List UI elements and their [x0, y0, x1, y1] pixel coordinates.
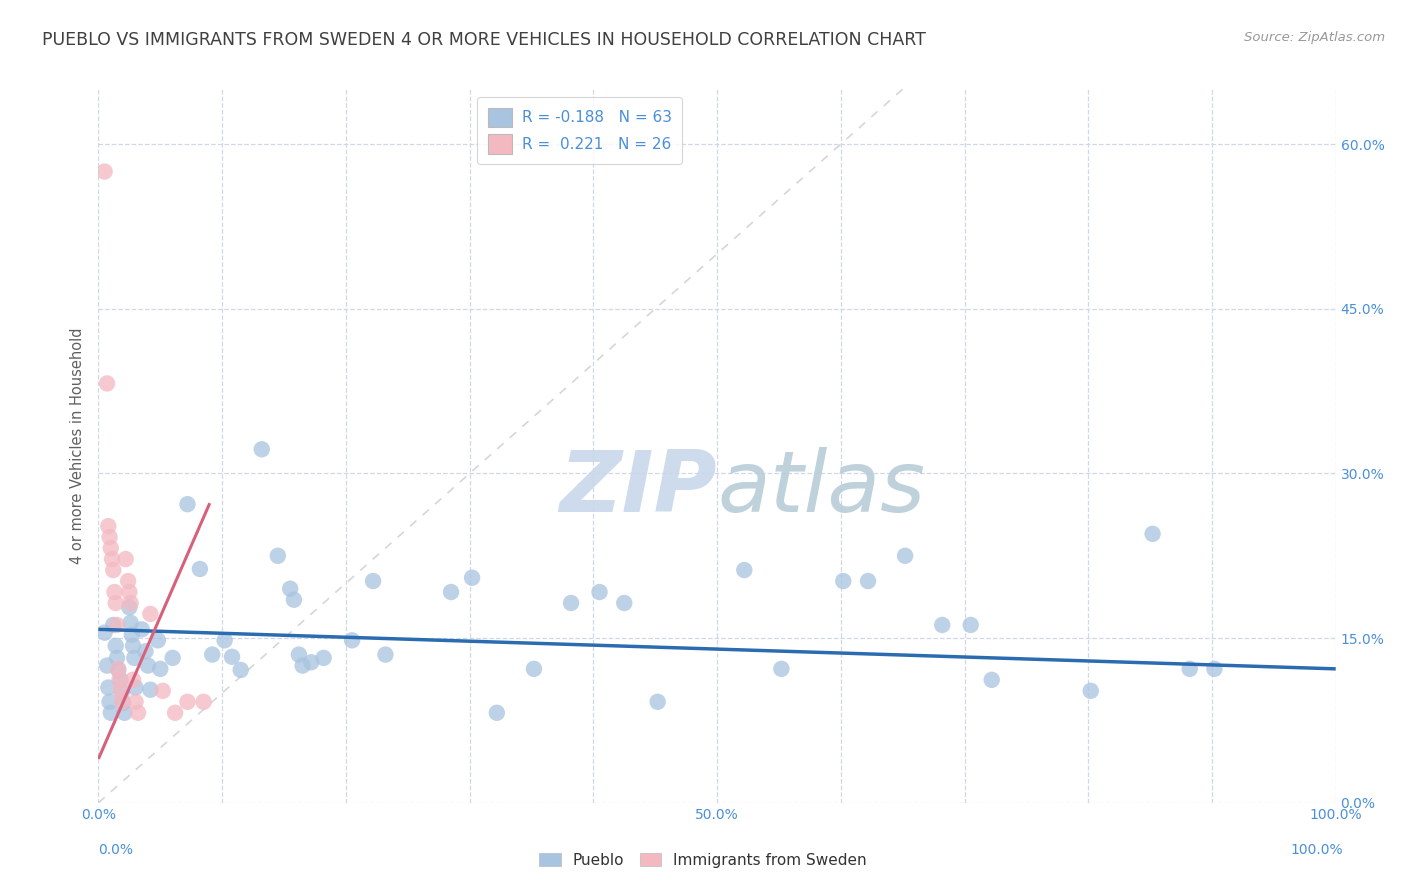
Point [100, 541, 122, 555]
Point [122, 639, 145, 653]
Point [98, 695, 121, 709]
Point [894, 549, 917, 563]
Point [560, 596, 582, 610]
Point [107, 662, 129, 676]
Point [214, 633, 236, 648]
Point [111, 695, 134, 709]
Point [229, 663, 252, 677]
Text: ZIP: ZIP [560, 447, 717, 531]
Point [96, 658, 118, 673]
Point [118, 585, 141, 599]
Point [299, 655, 322, 669]
Point [832, 574, 855, 588]
Point [361, 574, 384, 588]
Point [117, 574, 139, 588]
Point [124, 695, 146, 709]
Point [139, 682, 162, 697]
Point [104, 596, 127, 610]
Point [97, 519, 120, 533]
Text: 0.0%: 0.0% [98, 843, 134, 857]
Point [107, 663, 129, 677]
Point [188, 562, 211, 576]
Point [312, 651, 335, 665]
Point [523, 662, 546, 676]
Point [112, 706, 135, 720]
Point [162, 651, 184, 665]
Point [485, 706, 508, 720]
Point [856, 574, 879, 588]
Point [103, 585, 125, 599]
Text: PUEBLO VS IMMIGRANTS FROM SWEDEN 4 OR MORE VEHICLES IN HOUSEHOLD CORRELATION CHA: PUEBLO VS IMMIGRANTS FROM SWEDEN 4 OR MO… [42, 31, 927, 49]
Point [111, 685, 134, 699]
Point [127, 706, 149, 720]
Point [122, 673, 145, 687]
Point [118, 600, 141, 615]
Point [114, 552, 136, 566]
Point [97, 681, 120, 695]
Point [136, 658, 159, 673]
Legend: R = -0.188   N = 63, R =  0.221   N = 26: R = -0.188 N = 63, R = 0.221 N = 26 [477, 97, 682, 164]
Point [221, 649, 243, 664]
Point [1204, 662, 1226, 676]
Legend: Pueblo, Immigrants from Sweden: Pueblo, Immigrants from Sweden [531, 845, 875, 875]
Y-axis label: 4 or more Vehicles in Household: 4 or more Vehicles in Household [70, 327, 86, 565]
Point [1142, 526, 1164, 541]
Point [105, 651, 128, 665]
Point [278, 582, 301, 596]
Point [733, 563, 755, 577]
Point [124, 651, 146, 665]
Point [588, 585, 610, 599]
Point [124, 681, 146, 695]
Point [176, 497, 198, 511]
Point [291, 658, 314, 673]
Point [108, 673, 131, 687]
Point [980, 673, 1002, 687]
Point [110, 673, 132, 687]
Point [1080, 683, 1102, 698]
Point [101, 552, 124, 566]
Point [267, 549, 290, 563]
Text: Source: ZipAtlas.com: Source: ZipAtlas.com [1244, 31, 1385, 45]
Point [770, 662, 793, 676]
Point [121, 628, 143, 642]
Point [283, 592, 305, 607]
Point [165, 706, 187, 720]
Point [98, 530, 121, 544]
Point [193, 695, 215, 709]
Text: atlas: atlas [717, 447, 925, 531]
Point [1178, 662, 1201, 676]
Point [152, 683, 174, 698]
Point [112, 696, 135, 710]
Point [104, 639, 127, 653]
Point [105, 618, 128, 632]
Point [93, 625, 115, 640]
Point [131, 623, 153, 637]
Point [959, 618, 981, 632]
Point [201, 648, 224, 662]
Point [613, 596, 636, 610]
Point [176, 695, 198, 709]
Point [647, 695, 669, 709]
Point [288, 648, 311, 662]
Point [100, 706, 122, 720]
Point [103, 618, 125, 632]
Point [146, 633, 169, 648]
Point [120, 615, 142, 630]
Point [120, 596, 142, 610]
Point [440, 585, 463, 599]
Point [103, 563, 125, 577]
Point [461, 571, 484, 585]
Point [139, 607, 162, 621]
Point [250, 442, 273, 457]
Point [374, 648, 396, 662]
Point [96, 376, 118, 391]
Point [149, 662, 172, 676]
Point [134, 644, 156, 658]
Point [931, 618, 953, 632]
Point [93, 164, 115, 178]
Text: 100.0%: 100.0% [1291, 843, 1343, 857]
Point [110, 683, 132, 698]
Point [340, 633, 363, 648]
